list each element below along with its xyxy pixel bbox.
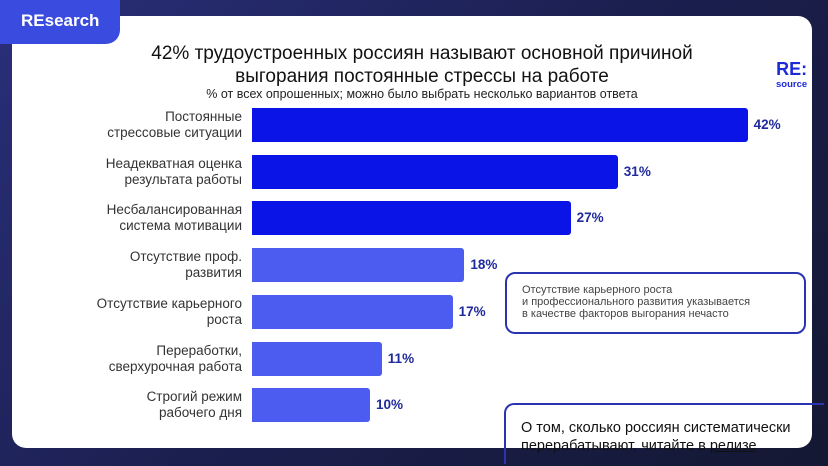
chart-subtitle: % от всех опрошенных; можно было выбрать… — [206, 87, 638, 101]
chart-card: 42% трудоустроенных россиян называют осн… — [12, 16, 824, 464]
bar — [252, 154, 618, 189]
release-link[interactable]: релизе — [709, 438, 757, 454]
value-label: 18% — [470, 257, 498, 273]
bar — [252, 294, 453, 329]
category-label: Несбалансированная система мотивации — [106, 202, 242, 234]
bar — [252, 341, 382, 376]
value-label: 31% — [623, 163, 651, 179]
resource-logo: RE: source — [776, 59, 808, 90]
research-badge: REsearch — [0, 0, 120, 44]
value-label: 11% — [387, 350, 415, 366]
category-label: Отсутствие карьерного роста — [96, 295, 242, 327]
bar — [252, 108, 748, 142]
bar — [252, 388, 370, 423]
value-label: 27% — [576, 210, 604, 226]
value-label: 10% — [376, 397, 404, 413]
bar — [252, 248, 465, 283]
release-note: О том, сколько россиян систематически пе… — [504, 403, 824, 464]
value-label: 17% — [458, 303, 486, 319]
category-label: Отсутствие проф. развития — [129, 249, 242, 281]
category-label: Постоянные стрессовые ситуации — [107, 109, 242, 140]
category-label: Строгий режим рабочего дня — [146, 389, 242, 421]
category-label: Неадекватная оценка результата работы — [105, 155, 242, 187]
callout-note: Отсутствие карьерного роста и профессиона… — [505, 272, 806, 334]
chart-title: 42% трудоустроенных россиян называют осн… — [151, 43, 693, 87]
category-label: Переработки, сверхурочная работа — [108, 342, 242, 374]
value-label: 42% — [753, 117, 781, 132]
bar — [252, 201, 571, 236]
